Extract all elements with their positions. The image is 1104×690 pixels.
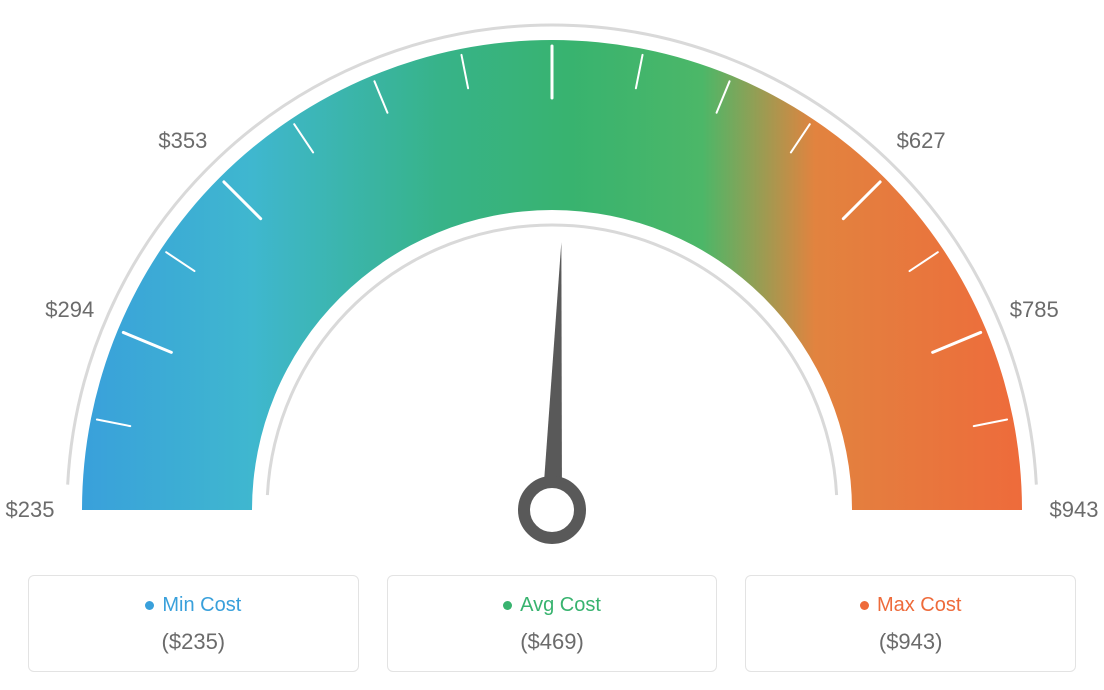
gauge-tick-label: $469	[528, 0, 577, 1]
legend-title-text: Avg Cost	[520, 594, 601, 617]
legend-title-max: Max Cost	[860, 594, 961, 617]
dot-icon	[503, 601, 512, 610]
legend-title-min: Min Cost	[145, 594, 241, 617]
gauge-tick-label: $235	[6, 497, 55, 523]
legend-title-text: Min Cost	[162, 594, 241, 617]
legend-row: Min Cost ($235) Avg Cost ($469) Max Cost…	[0, 575, 1104, 672]
legend-value-avg: ($469)	[398, 629, 707, 655]
gauge-tick-label: $294	[45, 297, 94, 323]
gauge-tick-label: $943	[1050, 497, 1099, 523]
legend-title-avg: Avg Cost	[503, 594, 601, 617]
dot-icon	[860, 601, 869, 610]
legend-card-max: Max Cost ($943)	[745, 575, 1076, 672]
legend-value-min: ($235)	[39, 629, 348, 655]
dot-icon	[145, 601, 154, 610]
gauge-tick-label: $785	[1010, 297, 1059, 323]
legend-title-text: Max Cost	[877, 594, 961, 617]
gauge-tick-label: $627	[897, 128, 946, 154]
legend-value-max: ($943)	[756, 629, 1065, 655]
gauge-tick-label: $353	[158, 128, 207, 154]
gauge-chart: $235 $294 $353 $469 $627 $785 $943	[0, 0, 1104, 560]
legend-card-min: Min Cost ($235)	[28, 575, 359, 672]
legend-card-avg: Avg Cost ($469)	[387, 575, 718, 672]
gauge-svg	[0, 0, 1104, 560]
